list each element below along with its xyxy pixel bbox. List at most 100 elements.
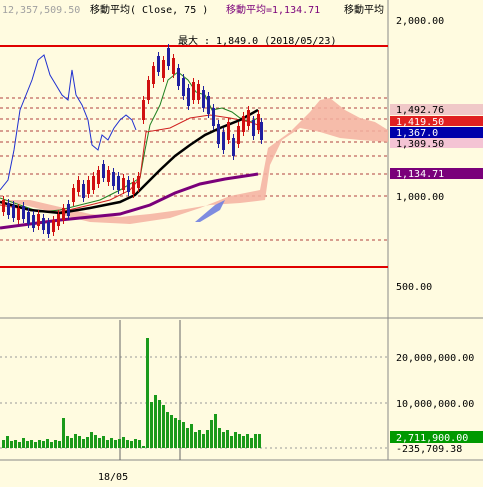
volume-bar bbox=[30, 440, 33, 448]
price-tick-1000: 1,000.00 bbox=[396, 192, 444, 203]
ma-label-close-75: 移動平均( Close, 75 ) bbox=[90, 3, 208, 16]
svg-text:2,711,900.00: 2,711,900.00 bbox=[396, 433, 468, 444]
volume-bar bbox=[182, 422, 185, 448]
candle-body bbox=[232, 138, 235, 156]
volume-bar bbox=[122, 437, 125, 448]
candle-body bbox=[7, 203, 10, 215]
svg-text:1,367.0: 1,367.0 bbox=[396, 128, 438, 139]
candle-body bbox=[52, 220, 55, 232]
volume-bar bbox=[58, 441, 61, 448]
volume-bar bbox=[214, 414, 217, 448]
date-label-1805: 18/05 bbox=[98, 472, 128, 483]
candle-body bbox=[92, 176, 95, 190]
candle-body bbox=[42, 218, 45, 230]
volume-badge-diff: -235,709.38 bbox=[396, 444, 462, 455]
volume-tick-20m: 20,000,000.00 bbox=[396, 353, 474, 364]
candle-body bbox=[127, 180, 130, 192]
volume-bar bbox=[38, 440, 41, 448]
candle-body bbox=[212, 108, 215, 126]
volume-bar bbox=[198, 430, 201, 448]
candle-body bbox=[77, 180, 80, 192]
candle-body bbox=[82, 184, 85, 198]
candle-body bbox=[62, 208, 65, 220]
volume-bar bbox=[154, 395, 157, 448]
candle-body bbox=[152, 66, 155, 84]
ichimoku-cloud-blue bbox=[195, 200, 225, 222]
volume-bar bbox=[62, 418, 65, 448]
candle-body bbox=[137, 176, 140, 188]
candle-body bbox=[132, 182, 135, 194]
volume-bar bbox=[74, 434, 77, 448]
candle-body bbox=[122, 178, 125, 190]
volume-bar bbox=[118, 439, 121, 448]
candle-body bbox=[102, 164, 105, 178]
volume-bars bbox=[2, 338, 261, 448]
svg-text:1,492.76: 1,492.76 bbox=[396, 105, 444, 116]
volume-bar bbox=[114, 440, 117, 448]
volume-bar bbox=[234, 432, 237, 448]
volume-bar bbox=[82, 439, 85, 448]
volume-bar bbox=[186, 428, 189, 448]
volume-bar bbox=[2, 440, 5, 448]
volume-bar bbox=[130, 441, 133, 448]
candle-body bbox=[197, 84, 200, 100]
candle-body bbox=[57, 214, 60, 226]
volume-bar bbox=[6, 436, 9, 448]
candle-body bbox=[260, 122, 263, 140]
candlesticks bbox=[2, 44, 263, 238]
volume-bar bbox=[34, 442, 37, 448]
svg-text:1,134.71: 1,134.71 bbox=[396, 169, 444, 180]
candle-body bbox=[17, 208, 20, 220]
candle-body bbox=[252, 120, 255, 136]
price-badge-5: 1,134.71 bbox=[390, 168, 483, 180]
candle-body bbox=[12, 205, 15, 218]
volume-bar bbox=[146, 338, 149, 448]
volume-bar bbox=[202, 434, 205, 448]
volume-bar bbox=[66, 436, 69, 448]
candle-body bbox=[172, 58, 175, 74]
volume-bar bbox=[246, 434, 249, 448]
volume-bar bbox=[22, 438, 25, 448]
volume-bar bbox=[242, 436, 245, 448]
header-partial-value: 12,357,509.50 bbox=[2, 5, 80, 16]
candle-body bbox=[72, 188, 75, 202]
volume-bar bbox=[226, 430, 229, 448]
volume-bar bbox=[10, 441, 13, 448]
candle-body bbox=[67, 204, 70, 216]
candle-body bbox=[157, 56, 160, 72]
volume-bar bbox=[190, 424, 193, 448]
volume-bar bbox=[98, 438, 101, 448]
volume-bar bbox=[230, 436, 233, 448]
volume-bar bbox=[254, 434, 257, 448]
volume-bar bbox=[70, 438, 73, 448]
candle-body bbox=[22, 206, 25, 219]
volume-bar bbox=[14, 440, 17, 448]
svg-text:1,419.50: 1,419.50 bbox=[396, 117, 444, 128]
volume-badge-current: 2,711,900.00 bbox=[390, 431, 483, 444]
candle-body bbox=[142, 100, 145, 120]
volume-bar bbox=[178, 420, 181, 448]
candle-body bbox=[37, 214, 40, 226]
volume-bar bbox=[50, 442, 53, 448]
candle-body bbox=[162, 60, 165, 78]
volume-bar bbox=[218, 428, 221, 448]
volume-bar bbox=[94, 435, 97, 448]
volume-bar bbox=[138, 440, 141, 448]
volume-bar bbox=[210, 420, 213, 448]
volume-bar bbox=[102, 436, 105, 448]
volume-bar bbox=[166, 412, 169, 448]
price-tick-2000: 2,000.00 bbox=[396, 16, 444, 27]
candle-body bbox=[192, 82, 195, 100]
volume-bar bbox=[222, 432, 225, 448]
price-badge-2: 1,419.50 bbox=[390, 116, 483, 128]
candle-body bbox=[117, 176, 120, 190]
volume-bar bbox=[42, 441, 45, 448]
candle-body bbox=[32, 215, 35, 228]
volume-bar bbox=[18, 442, 21, 448]
candle-body bbox=[227, 122, 230, 140]
volume-bar bbox=[106, 440, 109, 448]
candle-body bbox=[207, 96, 210, 114]
price-badge-3: 1,367.0 bbox=[390, 127, 483, 139]
